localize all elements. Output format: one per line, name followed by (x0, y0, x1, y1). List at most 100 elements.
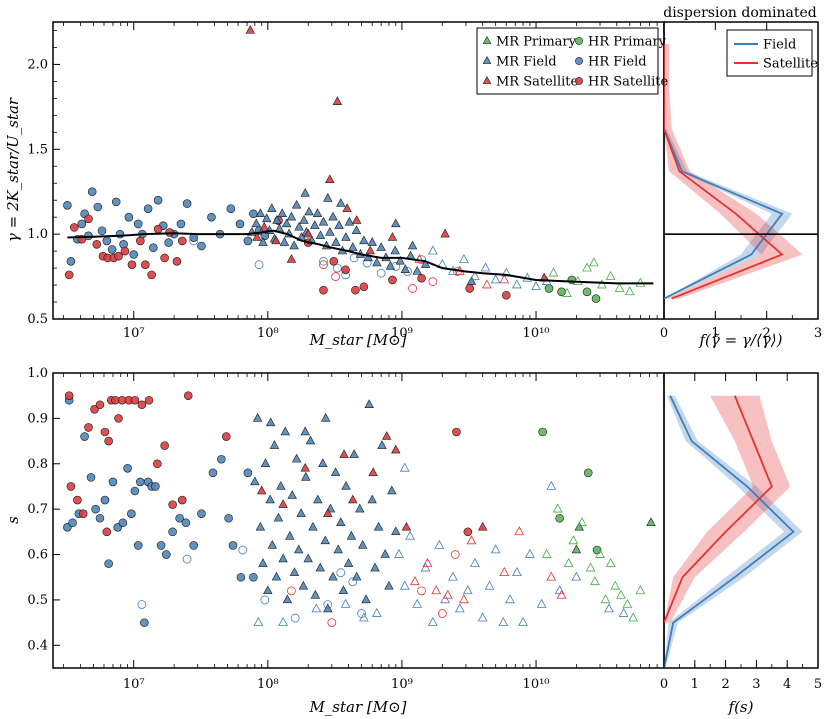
mr-blue-point (278, 616, 288, 626)
hr-red-point (331, 272, 340, 281)
x-tick-label: 0 (660, 326, 668, 341)
hr-blue-point (349, 253, 359, 263)
mr-blue-point (384, 580, 394, 590)
legend-marker-hr-primary (575, 37, 583, 45)
hr-blue-point (238, 545, 248, 555)
hr-blue-point (168, 527, 177, 537)
hr-red-point (160, 441, 169, 450)
mr-blue-point (604, 603, 614, 613)
mr-blue-point (272, 215, 282, 224)
mr-green-point (605, 557, 616, 567)
hr-blue-point (140, 618, 149, 627)
top-dist-title: dispersion dominated (663, 5, 817, 21)
mr-red-point (401, 521, 412, 531)
hr-red-point (102, 527, 112, 537)
mr-red-point (514, 526, 525, 536)
mr-blue-point (320, 535, 330, 545)
hr-blue-point (249, 209, 258, 219)
hr-green-point (538, 427, 547, 437)
legend-marker-mr-satellite (482, 76, 492, 84)
mr-blue-point (352, 571, 362, 581)
mr-blue-point (258, 237, 268, 246)
hr-blue-point (236, 572, 246, 582)
y-tick-label: 0.9 (27, 411, 48, 426)
hr-red-point (114, 414, 123, 423)
hr-red-point (120, 246, 130, 256)
mr-red-point (259, 221, 269, 231)
mr-blue-point (407, 240, 418, 250)
mr-blue-point (470, 270, 480, 280)
mr-blue-point (312, 208, 323, 217)
mr-blue-point (349, 449, 359, 458)
hr-red-point (73, 495, 82, 505)
mr-green-point (622, 598, 633, 608)
mr-red-point (440, 228, 450, 238)
hr-blue-point (249, 572, 258, 582)
hr-red-point (417, 586, 426, 596)
mr-blue-point (355, 503, 365, 513)
x-tick-label: 10¹⁰ (523, 677, 550, 692)
mr-red-point (382, 431, 392, 440)
y-tick-label: 0.7 (27, 502, 48, 517)
mr-red-point (442, 589, 453, 599)
hr-red-point (450, 550, 460, 559)
hr-red-point (137, 400, 147, 410)
hr-blue-point (108, 477, 118, 487)
mr-red-point (477, 521, 488, 531)
hr-blue-point (136, 477, 145, 487)
hr-red-point (351, 285, 360, 295)
mr-blue-point (359, 235, 369, 245)
mr-blue-point (289, 240, 299, 250)
hr-blue-point (93, 202, 103, 212)
mr-green-point (646, 517, 656, 526)
hr-blue-point (104, 559, 113, 568)
mr-blue-point (484, 580, 495, 590)
mr-blue-point (394, 548, 404, 558)
hr-blue-point (133, 541, 143, 550)
mr-green-point (590, 576, 600, 586)
mr-blue-point (536, 598, 547, 608)
mr-green-point (610, 580, 621, 590)
mr-blue-point (387, 485, 397, 495)
mr-blue-point (343, 558, 354, 567)
mr-blue-point (269, 440, 280, 449)
mr-blue-point (434, 539, 445, 549)
hr-blue-point (376, 268, 386, 278)
top-xlabel: M_star [M⊙] (308, 331, 406, 349)
mr-blue-point (251, 218, 261, 228)
mr-blue-point (260, 458, 271, 467)
x-tick-label: 10⁷ (123, 677, 145, 692)
mr-red-point (482, 279, 492, 289)
hr-blue-point (80, 432, 89, 441)
mr-blue-point (255, 521, 266, 531)
hr-blue-point (68, 518, 77, 528)
hr-red-point (78, 509, 88, 518)
mr-blue-point (276, 481, 286, 490)
x-tick-label: 3 (752, 677, 760, 692)
satellite-band (664, 44, 803, 299)
hr-blue-point (162, 550, 171, 559)
hr-red-point (153, 459, 162, 469)
hr-blue-point (332, 263, 342, 273)
hr-green-point (591, 294, 601, 303)
hr-blue-point (127, 509, 136, 518)
hr-red-point (95, 400, 105, 410)
field-band (664, 395, 803, 668)
mr-blue-point (373, 521, 384, 531)
mr-blue-point (311, 603, 322, 613)
hr-red-point (160, 253, 169, 263)
x-tick-label: 10⁹ (391, 326, 413, 341)
mr-blue-point (351, 225, 362, 234)
mr-red-point (252, 232, 262, 241)
mr-red-point (431, 585, 442, 595)
mr-green-point (589, 257, 599, 267)
mr-blue-point (505, 594, 515, 604)
mr-blue-point (412, 598, 423, 608)
mr-blue-point (376, 242, 386, 251)
mr-blue-point (367, 494, 377, 504)
mr-blue-point (267, 203, 277, 212)
mr-blue-point (618, 607, 629, 617)
mr-red-point (339, 449, 349, 458)
hr-blue-point (164, 238, 173, 247)
